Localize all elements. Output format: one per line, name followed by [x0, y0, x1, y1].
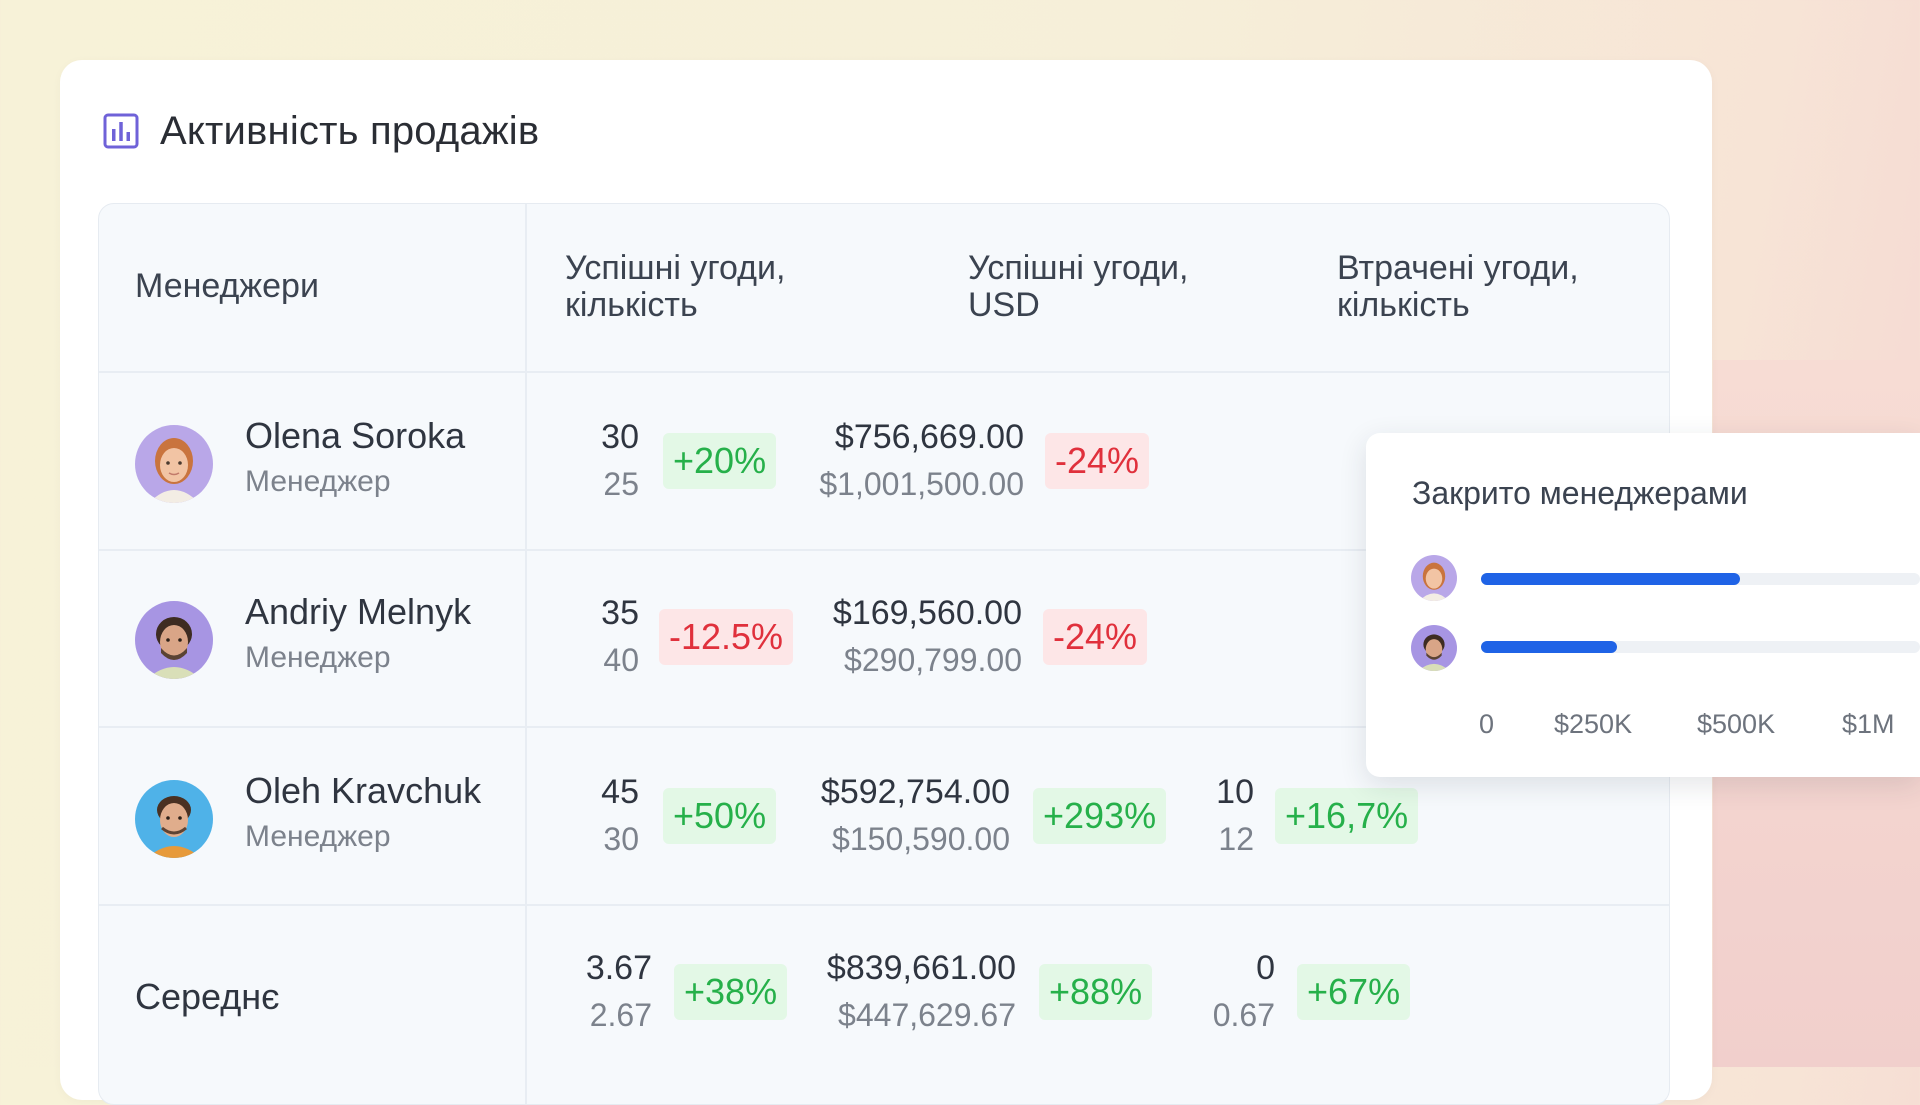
column-header-won-usd[interactable]: Успішні угоди, USD [968, 250, 1188, 324]
column-header-managers[interactable]: Менеджери [135, 267, 319, 305]
closed-by-managers-popup: Закрито менеджерами 0 $250K $500K $1M [1366, 433, 1920, 777]
column-header-lost-count[interactable]: Втрачені угоди, кількість [1337, 250, 1579, 324]
manager-role: Менеджер [245, 465, 391, 498]
bar-track [1481, 641, 1920, 653]
header-line: Втрачені угоди, [1337, 249, 1579, 287]
header-line: USD [968, 286, 1040, 324]
header-line: кількість [1337, 286, 1470, 324]
won-usd-previous: $1,001,500.00 [819, 466, 1024, 502]
axis-tick-label: $500K [1697, 709, 1776, 739]
won-usd-previous: $290,799.00 [844, 642, 1022, 678]
lost-count: 10 [1216, 773, 1254, 811]
manager-role: Менеджер [245, 820, 391, 853]
axis-tick-label: $1M [1842, 709, 1895, 739]
table-row[interactable]: Andriy Melnyk Менеджер 35 40 -12.5% $169… [99, 551, 1669, 727]
avatar [135, 425, 213, 503]
won-count-change-badge: +20% [663, 433, 777, 489]
won-count-previous: 2.67 [589, 997, 652, 1033]
lost-count-previous: 12 [1218, 821, 1254, 857]
average-row[interactable]: Середнє 3.67 2.67 +38% $839,661.00 $447,… [99, 906, 1669, 1082]
avatar [1411, 625, 1457, 671]
header-line: Успішні угоди, [565, 249, 786, 287]
won-usd-previous: $150,590.00 [832, 821, 1010, 857]
page-title: Активність продажів [160, 108, 540, 153]
won-count-change-badge: +38% [674, 964, 788, 1020]
bar-fill [1481, 641, 1617, 653]
won-count-previous: 40 [603, 642, 639, 678]
won-usd-change-badge: +88% [1039, 964, 1153, 1020]
won-count-previous: 30 [603, 821, 639, 857]
won-count-previous: 25 [603, 466, 639, 502]
lost-count-change-badge: +67% [1297, 964, 1411, 1020]
table-row[interactable]: Oleh Kravchuk Менеджер 45 30 +50% $592,7… [99, 728, 1669, 904]
axis-tick-label: 0 [1479, 709, 1495, 739]
won-usd: $756,669.00 [834, 418, 1024, 456]
avatar [1411, 555, 1457, 601]
won-count: 30 [601, 418, 639, 456]
avatar [135, 780, 213, 858]
won-count-change-badge: -12.5% [659, 609, 794, 665]
row-divider [99, 549, 1669, 551]
lost-count-previous: 0.67 [1212, 997, 1275, 1033]
won-usd: $839,661.00 [826, 949, 1016, 987]
average-label: Середнє [135, 976, 280, 1017]
won-count: 35 [601, 594, 639, 632]
card-header: Активність продажів [102, 106, 539, 156]
won-usd-change-badge: -24% [1045, 433, 1150, 489]
won-count-change-badge: +50% [663, 788, 777, 844]
bar-fill [1481, 573, 1740, 585]
row-divider [99, 726, 1669, 728]
won-count: 3.67 [585, 949, 652, 987]
won-usd: $169,560.00 [832, 594, 1022, 632]
header-line: кількість [565, 286, 698, 324]
manager-name[interactable]: Oleh Kravchuk [245, 770, 482, 811]
won-usd-change-badge: +293% [1033, 788, 1167, 844]
lost-count: 0 [1256, 949, 1275, 987]
won-usd-change-badge: -24% [1043, 609, 1148, 665]
manager-name[interactable]: Olena Soroka [245, 415, 466, 456]
won-usd-previous: $447,629.67 [838, 997, 1016, 1033]
table-row[interactable]: Olena Soroka Менеджер 30 25 +20% $756,66… [99, 373, 1669, 549]
bar-chart-icon [103, 113, 139, 149]
column-divider [525, 204, 527, 1104]
manager-name[interactable]: Andriy Melnyk [245, 591, 472, 632]
won-usd: $592,754.00 [820, 773, 1010, 811]
manager-role: Менеджер [245, 641, 391, 674]
axis-tick-label: $250K [1554, 709, 1633, 739]
won-count: 45 [601, 773, 639, 811]
column-header-won-count[interactable]: Успішні угоди, кількість [565, 250, 785, 324]
row-divider [99, 904, 1669, 906]
avatar [135, 601, 213, 679]
header-line: Успішні угоди, [968, 249, 1189, 287]
row-divider [99, 371, 1669, 373]
popup-title: Закрито менеджерами [1412, 475, 1748, 511]
bar-track [1481, 573, 1920, 585]
lost-count-change-badge: +16,7% [1275, 788, 1419, 844]
